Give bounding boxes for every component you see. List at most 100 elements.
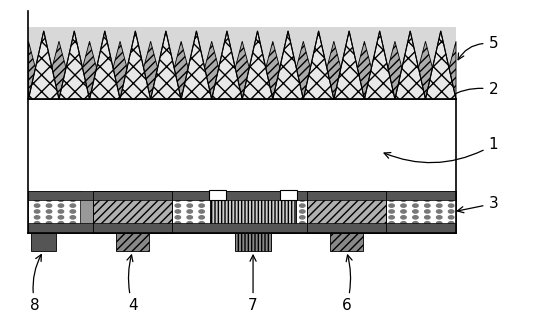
Circle shape [46,216,52,219]
Circle shape [199,216,205,219]
Circle shape [199,198,205,201]
Circle shape [436,222,442,225]
Polygon shape [28,41,44,99]
Bar [28,190,456,200]
Circle shape [187,227,193,231]
Circle shape [70,222,76,225]
Circle shape [401,227,406,231]
Circle shape [436,198,442,201]
Circle shape [175,227,181,231]
Polygon shape [28,31,59,99]
Circle shape [436,216,442,219]
Bar [31,233,55,251]
Circle shape [300,198,305,201]
Bar [94,190,172,233]
Circle shape [425,227,430,231]
Polygon shape [212,31,242,99]
Circle shape [199,222,205,225]
Circle shape [389,204,394,207]
Polygon shape [105,41,135,99]
Circle shape [401,198,406,201]
Circle shape [436,227,442,231]
Text: 1: 1 [384,138,498,163]
Polygon shape [273,31,304,99]
Polygon shape [380,41,410,99]
Circle shape [175,210,181,213]
Circle shape [389,198,394,201]
Polygon shape [441,41,456,99]
Circle shape [175,222,181,225]
Circle shape [389,216,394,219]
Bar [307,190,386,233]
Text: 8: 8 [30,255,41,313]
Polygon shape [227,41,257,99]
Bar [28,190,456,233]
Circle shape [300,204,305,207]
Polygon shape [364,31,395,99]
Circle shape [34,198,40,201]
Bar [236,233,271,251]
Bar [172,190,210,233]
Circle shape [436,210,442,213]
Bar [330,233,363,251]
Circle shape [401,222,406,225]
Circle shape [175,198,181,201]
Circle shape [187,204,193,207]
Text: 3: 3 [458,196,498,213]
Circle shape [199,227,205,231]
Circle shape [425,198,430,201]
Circle shape [34,210,40,213]
Circle shape [425,222,430,225]
Polygon shape [425,31,456,99]
Circle shape [70,216,76,219]
Polygon shape [410,41,441,99]
Polygon shape [151,31,181,99]
Circle shape [70,204,76,207]
Circle shape [58,198,64,201]
Polygon shape [349,41,380,99]
Bar [296,190,307,233]
Polygon shape [135,41,166,99]
Circle shape [448,210,454,213]
Circle shape [187,216,193,219]
Polygon shape [90,31,120,99]
Polygon shape [196,41,227,99]
Circle shape [401,216,406,219]
Polygon shape [242,31,273,99]
Circle shape [436,204,442,207]
Polygon shape [181,31,212,99]
Circle shape [58,222,64,225]
Circle shape [425,210,430,213]
Circle shape [413,222,418,225]
Polygon shape [166,41,196,99]
Circle shape [448,204,454,207]
Circle shape [70,227,76,231]
Circle shape [300,222,305,225]
Polygon shape [59,31,90,99]
Circle shape [401,204,406,207]
Circle shape [413,210,418,213]
Polygon shape [120,31,151,99]
Bar [28,28,456,99]
Circle shape [58,204,64,207]
Bar [28,190,80,233]
Circle shape [175,216,181,219]
Text: 2: 2 [449,82,498,97]
Bar [94,190,172,233]
Circle shape [413,227,418,231]
Circle shape [34,227,40,231]
Polygon shape [319,41,349,99]
Circle shape [34,216,40,219]
Polygon shape [395,31,425,99]
Circle shape [300,227,305,231]
Circle shape [46,222,52,225]
Circle shape [46,198,52,201]
Circle shape [199,210,205,213]
Circle shape [389,210,394,213]
Circle shape [425,216,430,219]
Circle shape [413,216,418,219]
Circle shape [34,222,40,225]
Bar [307,190,386,233]
Bar [28,99,456,190]
Circle shape [46,227,52,231]
